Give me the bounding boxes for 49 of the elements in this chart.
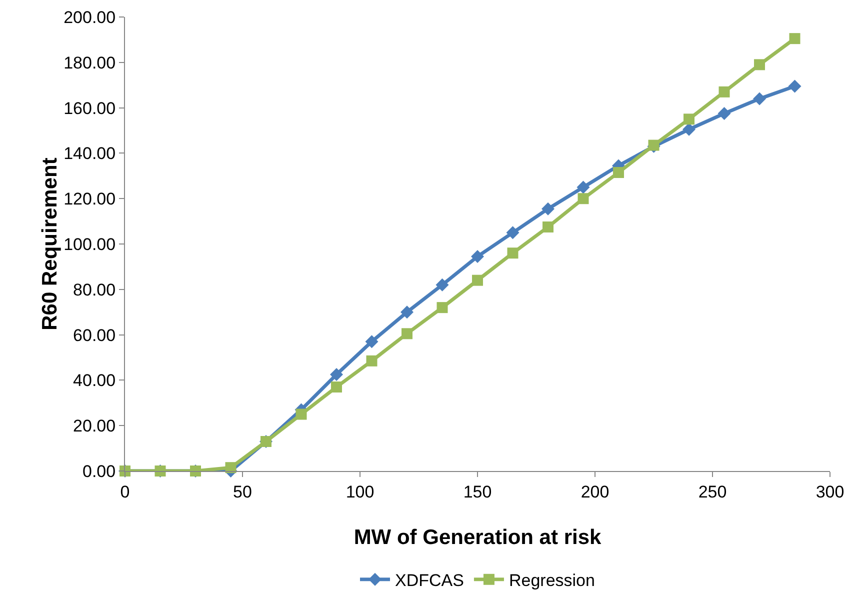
point (225, 462, 236, 474)
y-tick-label: 140.00 (64, 144, 116, 164)
x-tick-label: 150 (463, 482, 492, 502)
y-tick-label: 20.00 (73, 416, 116, 436)
x-tick-label: 100 (346, 482, 374, 502)
x-axis-title: MW of Generation at risk (354, 526, 602, 549)
legend-label: Regression (508, 570, 595, 590)
point (578, 193, 589, 204)
point (365, 335, 378, 348)
point (472, 274, 483, 286)
point (753, 92, 766, 106)
point (682, 122, 696, 136)
point (402, 328, 412, 340)
point (436, 278, 449, 292)
point (330, 368, 343, 382)
point (436, 302, 448, 314)
point (471, 250, 484, 263)
x-tick-label: 50 (233, 482, 252, 502)
legend-label: XDFCAS (395, 570, 464, 590)
x-tick-label: 200 (580, 482, 610, 502)
point (718, 106, 731, 120)
y-tick-label: 40.00 (73, 371, 116, 390)
y-axis-title: R60 Requirement (38, 158, 62, 330)
point (542, 202, 554, 216)
point (789, 33, 800, 44)
point (684, 114, 694, 125)
x-tick-label: 0 (120, 482, 130, 502)
y-tick-label: 0.00 (82, 462, 116, 481)
point (754, 59, 765, 70)
point (613, 167, 624, 178)
point (331, 382, 342, 393)
point (506, 226, 520, 240)
point (576, 180, 590, 194)
y-tick-label: 160.00 (64, 98, 116, 118)
y-tick-label: 180.00 (64, 53, 116, 72)
point (507, 248, 518, 259)
point (400, 306, 414, 319)
x-tick-label: 250 (698, 482, 727, 502)
x-tick-label: 300 (816, 482, 844, 502)
point (542, 221, 554, 232)
y-tick-label: 120.00 (64, 190, 116, 209)
point (718, 86, 730, 98)
y-tick-label: 60.00 (73, 326, 116, 345)
point (296, 408, 307, 420)
y-tick-label: 80.00 (73, 280, 116, 300)
y-tick-label: 100.00 (64, 234, 116, 254)
y-tick-label: 200.00 (64, 8, 116, 27)
point (366, 355, 378, 366)
point (788, 80, 802, 93)
